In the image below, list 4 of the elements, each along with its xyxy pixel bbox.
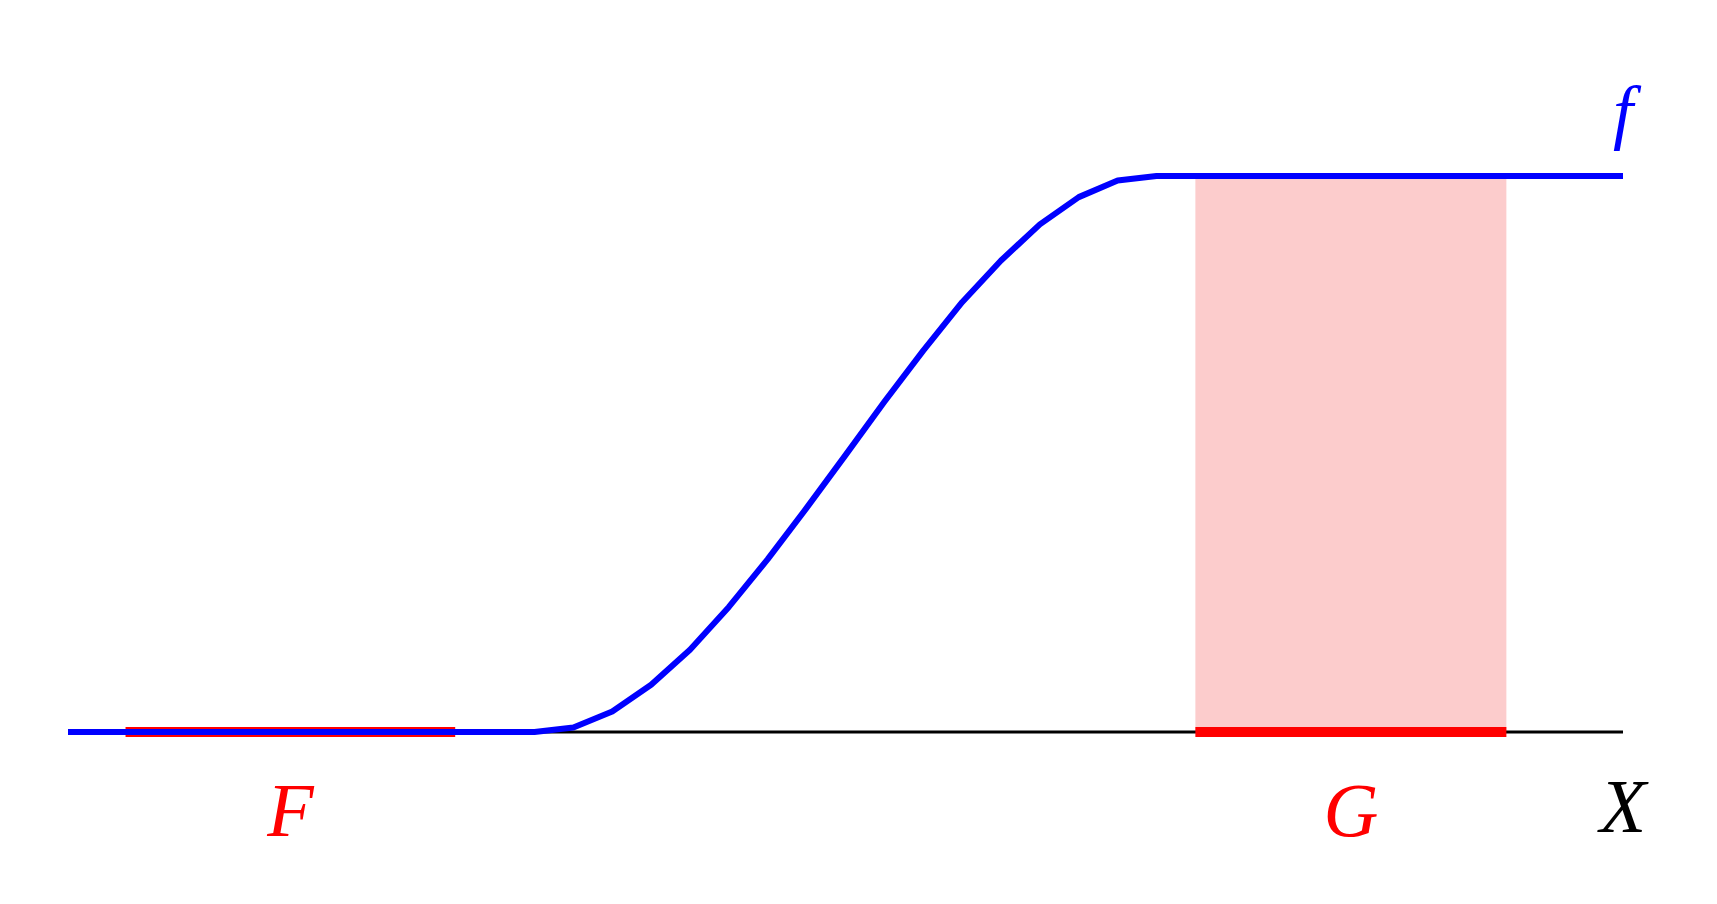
x-axis-title: X	[1596, 764, 1649, 848]
series-label: f	[1612, 72, 1642, 152]
text: G	[1323, 768, 1379, 852]
text: F	[266, 768, 316, 852]
